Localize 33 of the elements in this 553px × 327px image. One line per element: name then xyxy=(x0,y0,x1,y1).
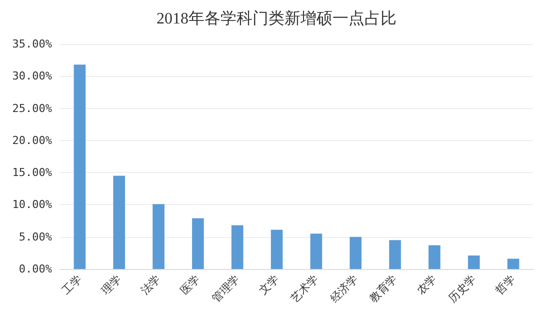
x-tick-label: 艺术学 xyxy=(288,272,321,305)
bar xyxy=(192,218,204,269)
x-tick-label: 理学 xyxy=(98,272,124,298)
x-tick-label: 工学 xyxy=(60,272,84,298)
bar xyxy=(389,240,401,269)
y-tick-label: 5.00% xyxy=(18,230,52,244)
y-tick-label: 15.00% xyxy=(12,166,52,180)
x-tick-label: 法学 xyxy=(138,272,164,298)
bar xyxy=(350,236,362,269)
bar xyxy=(113,176,126,269)
bar xyxy=(507,258,520,269)
y-tick-label: 20.00% xyxy=(12,134,52,147)
x-tick-label: 农学 xyxy=(414,272,440,298)
bar xyxy=(152,204,164,269)
x-tick-label: 教育学 xyxy=(367,272,400,305)
bar xyxy=(74,64,86,269)
x-tick-label: 医学 xyxy=(178,272,203,298)
bar xyxy=(468,256,480,269)
bar xyxy=(428,245,440,269)
x-tick-label: 历史学 xyxy=(446,272,478,305)
bar xyxy=(270,230,283,269)
chart-title: 2018年各学科门类新增硕一点占比 xyxy=(156,10,396,28)
x-tick-label: 文学 xyxy=(256,272,282,298)
y-tick-label: 30.00% xyxy=(12,70,52,83)
x-tick-label: 经济学 xyxy=(328,272,360,305)
y-tick-label: 35.00% xyxy=(12,38,52,50)
y-tick-label: 25.00% xyxy=(12,102,52,115)
x-tick-label: 管理学 xyxy=(209,272,242,305)
x-tick-label: 哲学 xyxy=(493,272,518,298)
y-tick-label: 10.00% xyxy=(12,198,52,212)
bar xyxy=(231,225,244,269)
bar xyxy=(310,234,322,269)
y-tick-label: 0.00% xyxy=(18,262,52,276)
